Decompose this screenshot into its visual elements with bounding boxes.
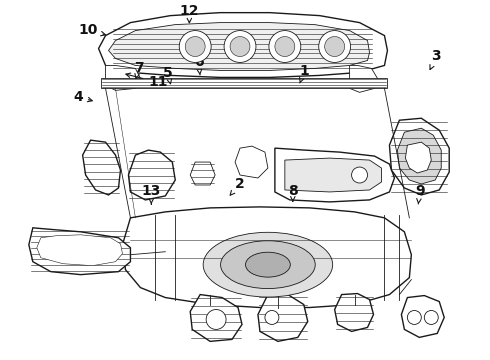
Polygon shape bbox=[190, 162, 215, 185]
Polygon shape bbox=[285, 158, 382, 192]
Polygon shape bbox=[405, 142, 431, 173]
Ellipse shape bbox=[245, 252, 290, 277]
Circle shape bbox=[352, 167, 368, 183]
Polygon shape bbox=[29, 228, 130, 275]
Ellipse shape bbox=[220, 241, 315, 289]
Text: 4: 4 bbox=[73, 90, 92, 104]
Polygon shape bbox=[100, 78, 388, 88]
Text: 1: 1 bbox=[299, 64, 309, 83]
Polygon shape bbox=[108, 23, 369, 71]
Circle shape bbox=[275, 37, 295, 57]
Polygon shape bbox=[390, 118, 449, 195]
Circle shape bbox=[407, 310, 421, 324]
Text: 9: 9 bbox=[415, 184, 424, 204]
Polygon shape bbox=[105, 66, 141, 90]
Polygon shape bbox=[98, 13, 388, 77]
Text: 7: 7 bbox=[134, 61, 144, 78]
Text: 12: 12 bbox=[180, 4, 199, 23]
Circle shape bbox=[224, 31, 256, 62]
Text: 8: 8 bbox=[288, 184, 298, 201]
Circle shape bbox=[185, 37, 205, 57]
Circle shape bbox=[206, 310, 226, 329]
Text: 5: 5 bbox=[163, 66, 173, 84]
Circle shape bbox=[230, 37, 250, 57]
Polygon shape bbox=[258, 294, 308, 341]
Circle shape bbox=[424, 310, 438, 324]
Polygon shape bbox=[83, 140, 121, 195]
Ellipse shape bbox=[203, 232, 333, 297]
Circle shape bbox=[179, 31, 211, 62]
Polygon shape bbox=[128, 150, 175, 200]
Circle shape bbox=[265, 310, 279, 324]
Text: 2: 2 bbox=[230, 177, 245, 195]
Text: 13: 13 bbox=[142, 184, 161, 204]
Circle shape bbox=[318, 31, 350, 62]
Polygon shape bbox=[190, 294, 242, 341]
Polygon shape bbox=[349, 66, 377, 92]
Polygon shape bbox=[275, 148, 394, 202]
Polygon shape bbox=[397, 128, 441, 184]
Polygon shape bbox=[37, 235, 122, 266]
Circle shape bbox=[325, 37, 344, 57]
Text: 11: 11 bbox=[126, 73, 168, 89]
Text: 10: 10 bbox=[78, 23, 105, 37]
Polygon shape bbox=[335, 293, 373, 332]
Text: 6: 6 bbox=[194, 55, 203, 75]
Circle shape bbox=[269, 31, 301, 62]
Text: 3: 3 bbox=[430, 49, 441, 69]
Polygon shape bbox=[235, 146, 268, 178]
Polygon shape bbox=[122, 207, 412, 307]
Polygon shape bbox=[401, 296, 444, 337]
